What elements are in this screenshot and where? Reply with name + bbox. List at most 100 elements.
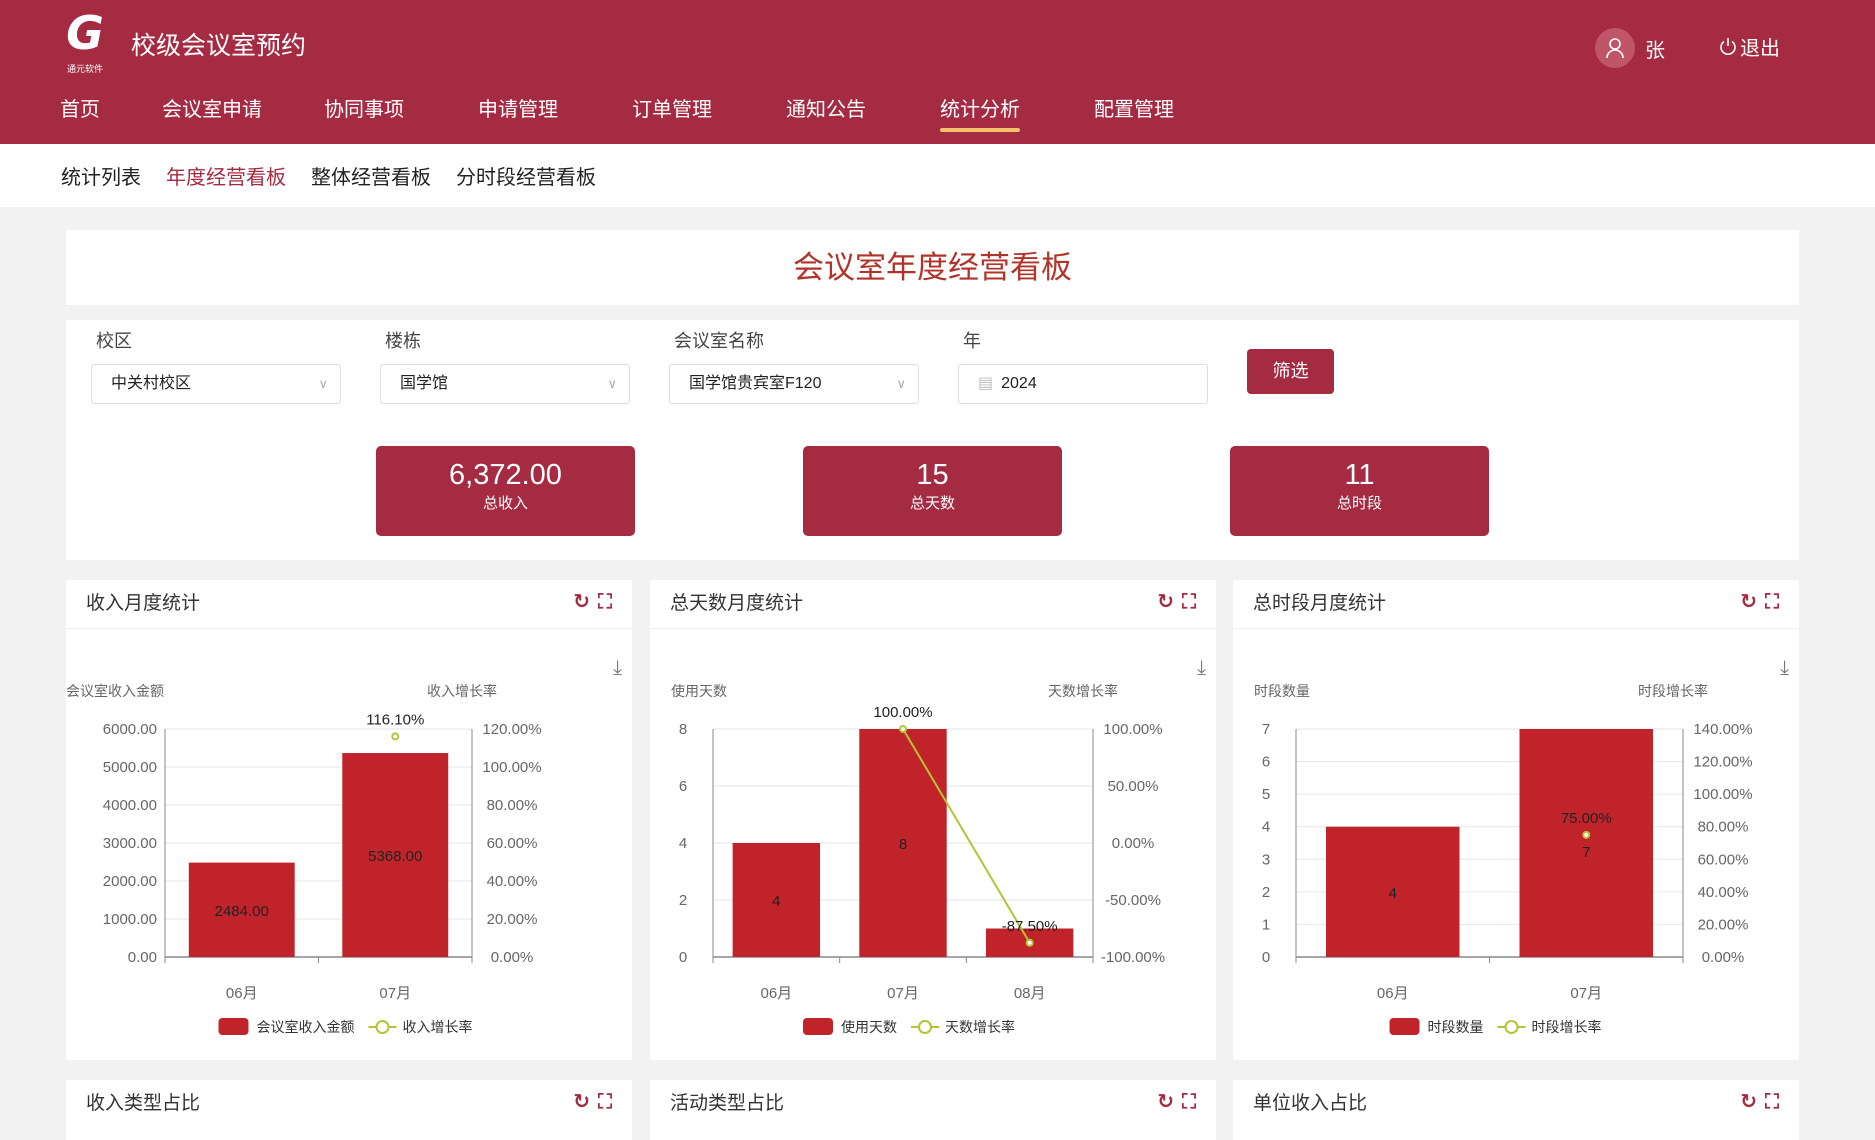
fullscreen-icon[interactable]: ⛶ <box>1182 591 1196 613</box>
y-tick-label: 0 <box>679 949 687 966</box>
kpi-value: 15 <box>916 459 949 491</box>
user-name: 张 <box>1645 39 1665 62</box>
download-icon[interactable]: ⤓ <box>1780 657 1789 679</box>
bar <box>342 753 449 957</box>
fullscreen-icon[interactable]: ⛶ <box>1765 591 1779 613</box>
subnav-stat-list[interactable]: 统计列表 <box>61 167 141 189</box>
y2-tick-label: 60.00% <box>1698 851 1749 868</box>
subnav-annual-board[interactable]: 年度经营看板 <box>166 167 286 189</box>
download-icon[interactable]: ⤓ <box>613 657 622 679</box>
legend-bar-label: 使用天数 <box>841 1019 897 1035</box>
download-icon[interactable]: ⤓ <box>1197 657 1206 679</box>
user-menu[interactable]: 张 <box>1595 28 1665 68</box>
refresh-icon[interactable]: ↻ <box>573 1091 590 1113</box>
y-tick-label: 4 <box>679 835 687 852</box>
fullscreen-icon[interactable]: ⛶ <box>598 591 612 613</box>
nav-statistics[interactable]: 统计分析 <box>940 94 1020 138</box>
building-select[interactable]: 国学馆 ∨ <box>380 364 630 404</box>
y-tick-label: 6 <box>1262 754 1270 771</box>
legend-line-label: 收入增长率 <box>403 1019 473 1035</box>
y-tick-label: 1000.00 <box>103 911 157 928</box>
y-tick-label: 8 <box>679 721 687 738</box>
y2-axis-title: 时段增长率 <box>1638 683 1708 699</box>
nav-notice[interactable]: 通知公告 <box>786 99 866 121</box>
y2-tick-label: 50.00% <box>1108 778 1159 795</box>
chart-card-days: 总天数月度统计 ↻ ⛶ 使用天数 天数增长率 0 2 4 6 8 -100.00% -50.00%… <box>650 580 1216 1060</box>
subnav-period-board[interactable]: 分时段经营看板 <box>456 167 596 189</box>
refresh-icon[interactable]: ↻ <box>1157 1091 1174 1113</box>
chart-title: 总时段月度统计 <box>1253 593 1387 614</box>
chart-title: 总天数月度统计 <box>670 593 804 614</box>
growth-point <box>1582 830 1591 839</box>
nav-room-apply[interactable]: 会议室申请 <box>162 99 262 121</box>
logo-mark: G <box>66 6 104 60</box>
refresh-icon[interactable]: ↻ <box>573 591 590 613</box>
card-title: 收入类型占比 <box>86 1093 201 1114</box>
main-nav: 首页 会议室申请 协同事项 申请管理 订单管理 通知公告 统计分析 配置管理 <box>60 94 1174 138</box>
y-tick-label: 6000.00 <box>103 721 157 738</box>
bar <box>188 862 295 957</box>
refresh-icon[interactable]: ↻ <box>1157 591 1174 613</box>
calendar-icon: ▤ <box>978 375 994 392</box>
kpi-label: 总收入 <box>482 495 528 512</box>
card-title: 单位收入占比 <box>1253 1093 1368 1114</box>
y-tick-label: 4 <box>1262 819 1270 836</box>
fullscreen-icon[interactable]: ⛶ <box>1765 1091 1779 1113</box>
chevron-down-icon: ∨ <box>607 376 617 391</box>
bar <box>859 729 947 957</box>
campus-filter: 校区 中关村校区 ∨ <box>66 320 356 420</box>
y-tick-label: 2 <box>1262 884 1270 901</box>
top-header: G 通元软件 校级会议室预约 首页 会议室申请 协同事项 申请管理 订单管理 通… <box>0 0 1875 144</box>
legend-line-marker <box>1504 1020 1519 1034</box>
year-value: 2024 <box>1001 375 1037 392</box>
activity-type-card: 活动类型占比 ↻ ⛶ <box>650 1080 1216 1140</box>
chart-title: 收入月度统计 <box>86 593 201 614</box>
user-icon <box>1595 28 1635 68</box>
y2-tick-label: 40.00% <box>487 873 538 890</box>
refresh-icon[interactable]: ↻ <box>1740 591 1757 613</box>
fullscreen-icon[interactable]: ⛶ <box>598 1091 612 1113</box>
logout-button[interactable]: 退出 <box>1718 32 1780 61</box>
nav-home[interactable]: 首页 <box>60 99 100 121</box>
legend-bar-label: 时段数量 <box>1428 1019 1484 1035</box>
bar <box>1325 826 1460 957</box>
growth-point <box>899 725 907 733</box>
y2-tick-label: 80.00% <box>487 797 538 814</box>
fullscreen-icon[interactable]: ⛶ <box>1182 1091 1196 1113</box>
y-tick-label: 5 <box>1262 786 1270 803</box>
periods-chart: 时段数量 时段增长率012345670.00%20.00%40.00%60.00%… <box>1254 683 1753 1035</box>
y-tick-label: 5000.00 <box>103 759 157 776</box>
nav-config[interactable]: 配置管理 <box>1094 99 1174 121</box>
building-label: 楼栋 <box>385 331 421 351</box>
y-tick-label: 3 <box>1262 851 1270 868</box>
y2-tick-label: 100.00% <box>1103 721 1162 738</box>
y2-tick-label: 40.00% <box>1698 884 1749 901</box>
logo-sub: 通元软件 <box>66 64 103 74</box>
year-picker[interactable]: ▤ 2024 <box>958 364 1208 404</box>
legend-line-label: 天数增长率 <box>945 1019 1015 1035</box>
filter-button[interactable]: 筛选 <box>1247 349 1334 394</box>
campus-value: 中关村校区 <box>111 375 192 392</box>
bar-label: 2484.00 <box>215 903 269 920</box>
campus-select[interactable]: 中关村校区 ∨ <box>91 364 341 404</box>
y2-tick-label: 60.00% <box>487 835 538 852</box>
x-tick-label: 07月 <box>379 985 411 1002</box>
room-select[interactable]: 国学馆贵宾室F120 ∨ <box>669 364 919 404</box>
y2-tick-label: 20.00% <box>1698 916 1749 933</box>
y-tick-label: 2000.00 <box>103 873 157 890</box>
refresh-icon[interactable]: ↻ <box>1740 1091 1757 1113</box>
nav-collab[interactable]: 协同事项 <box>324 99 404 121</box>
growth-label: 100.00% <box>873 704 932 721</box>
growth-label: 75.00% <box>1561 810 1612 827</box>
kpi-value: 11 <box>1344 459 1375 491</box>
growth-point <box>1025 938 1034 947</box>
campus-label: 校区 <box>96 331 132 351</box>
chart-card-periods: 总时段月度统计 ↻ ⛶ 时段数量 时段增长率 0 1 2 3 4 5 6 7 0.00% 20.00% 4… <box>1233 580 1799 1060</box>
subnav-overall-board[interactable]: 整体经营看板 <box>311 167 431 189</box>
power-icon <box>1720 37 1736 55</box>
legend-bar-swatch <box>803 1018 833 1035</box>
nav-order-manage[interactable]: 订单管理 <box>632 99 712 121</box>
y2-tick-label: 120.00% <box>482 721 541 738</box>
y-tick-label: 0 <box>1262 949 1270 966</box>
nav-apply-manage[interactable]: 申请管理 <box>478 99 558 121</box>
